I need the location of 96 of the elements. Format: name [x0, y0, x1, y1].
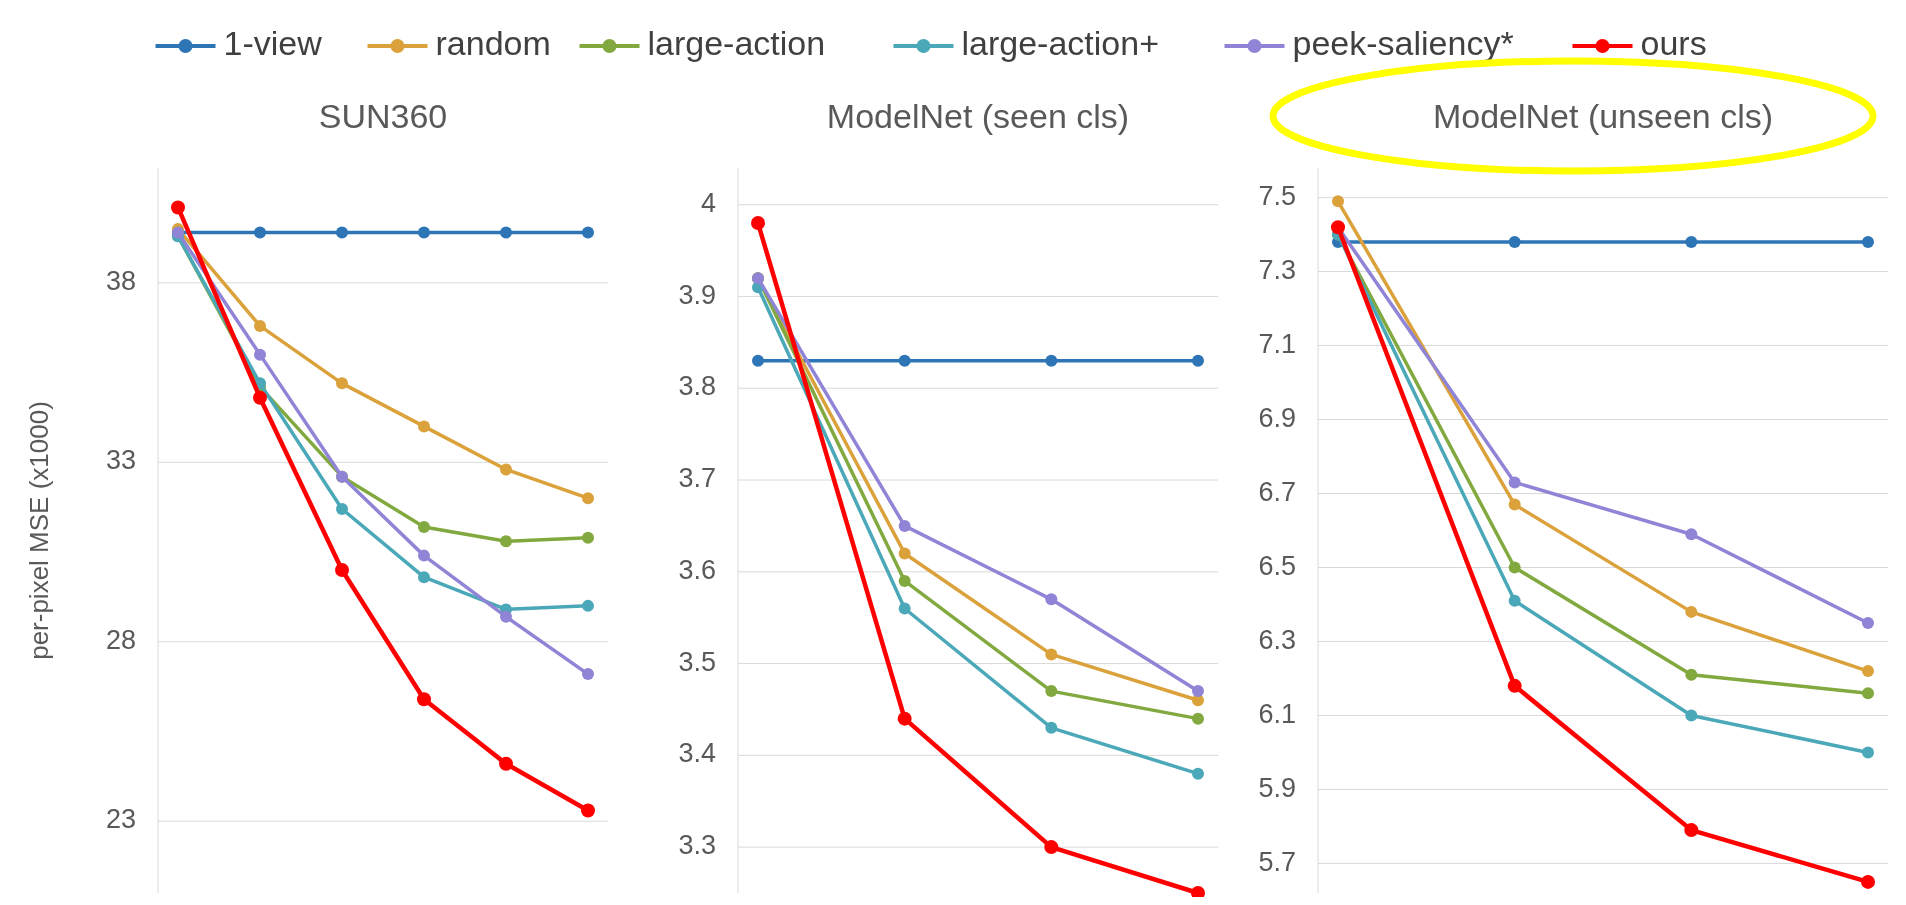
- point: [336, 226, 348, 239]
- y-tick-label: 28: [105, 624, 136, 655]
- point: [1862, 665, 1874, 678]
- point: [1862, 616, 1874, 629]
- point: [336, 502, 348, 515]
- y-tick-label: 6.1: [1258, 698, 1296, 729]
- point: [335, 562, 349, 577]
- point: [1045, 354, 1058, 367]
- point: [254, 348, 266, 361]
- y-tick-label: 7.5: [1258, 180, 1296, 211]
- point: [582, 531, 594, 544]
- point: [500, 226, 512, 239]
- point: [418, 420, 430, 433]
- y-tick-label: 4: [700, 187, 716, 218]
- point: [582, 226, 594, 239]
- point: [1192, 712, 1204, 725]
- y-tick-label: 33: [105, 445, 136, 476]
- legend-label: large-action+: [961, 23, 1160, 62]
- y-tick-label: 3.3: [678, 830, 716, 861]
- point: [1045, 593, 1058, 606]
- point: [752, 354, 764, 367]
- point: [500, 463, 512, 476]
- point: [1192, 767, 1204, 780]
- point: [1045, 685, 1058, 698]
- y-tick-label: 3.9: [678, 279, 716, 310]
- y-tick-label: 23: [105, 804, 136, 835]
- point: [418, 226, 430, 239]
- point: [1508, 561, 1521, 574]
- point: [254, 319, 266, 332]
- y-tick-label: 7.1: [1258, 328, 1296, 359]
- y-tick-label: 7.3: [1258, 254, 1296, 285]
- y-tick-label: 5.9: [1258, 772, 1296, 803]
- point: [582, 599, 594, 612]
- point: [418, 571, 430, 584]
- point: [500, 535, 512, 548]
- point: [336, 377, 348, 390]
- legend-label: 1-view: [223, 23, 323, 62]
- y-tick-label: 3.8: [678, 371, 716, 402]
- y-axis-title: per-pixel MSE (x1000): [24, 401, 54, 660]
- legend-label: large-action: [647, 23, 826, 62]
- y-tick-label: 3.5: [678, 646, 716, 677]
- point: [1332, 195, 1344, 208]
- point: [898, 574, 911, 587]
- point: [1862, 746, 1874, 759]
- point: [1685, 668, 1698, 681]
- y-tick-label: 6.5: [1258, 550, 1296, 581]
- point: [1685, 235, 1698, 248]
- point: [582, 668, 594, 681]
- y-tick-label: 5.7: [1258, 846, 1296, 877]
- point: [418, 549, 430, 562]
- y-tick-label: 3.6: [678, 554, 716, 585]
- point: [1507, 678, 1522, 693]
- point: [898, 602, 911, 615]
- point: [253, 390, 267, 405]
- point: [898, 547, 911, 560]
- y-tick-label: 3.7: [678, 463, 716, 494]
- point: [1508, 235, 1521, 248]
- point: [1508, 498, 1521, 511]
- legend-label: peek-saliency*: [1292, 23, 1514, 62]
- chart-title: ModelNet (seen cls): [826, 97, 1130, 135]
- point: [1508, 594, 1521, 607]
- point: [1044, 840, 1059, 855]
- y-tick-label: 3.4: [678, 738, 716, 769]
- point: [418, 520, 430, 533]
- point: [751, 216, 765, 231]
- chart-title: ModelNet (unseen cls): [1432, 97, 1774, 135]
- point: [581, 803, 595, 818]
- point: [1191, 886, 1205, 897]
- point: [898, 519, 911, 532]
- y-tick-label: 38: [105, 265, 136, 296]
- y-tick-label: 6.3: [1258, 624, 1296, 655]
- point: [1685, 528, 1698, 541]
- point: [1192, 685, 1204, 698]
- point: [1862, 687, 1874, 700]
- point: [1685, 709, 1698, 722]
- point: [1045, 648, 1058, 661]
- y-tick-label: 6.9: [1258, 402, 1296, 433]
- point: [582, 492, 594, 505]
- point: [254, 226, 266, 239]
- point: [1862, 235, 1874, 248]
- point: [1508, 476, 1521, 489]
- point: [1861, 874, 1875, 889]
- point: [499, 756, 513, 771]
- point: [1192, 354, 1204, 367]
- point: [171, 200, 185, 215]
- point: [1684, 823, 1699, 838]
- point: [897, 711, 912, 726]
- y-tick-label: 6.7: [1258, 476, 1296, 507]
- chart-title: SUN360: [318, 97, 448, 135]
- legend-label: random: [435, 23, 551, 62]
- point: [1045, 721, 1058, 734]
- point: [1685, 605, 1698, 618]
- legend-label: ours: [1640, 23, 1707, 62]
- point: [500, 610, 512, 623]
- point: [417, 692, 431, 707]
- point: [898, 354, 911, 367]
